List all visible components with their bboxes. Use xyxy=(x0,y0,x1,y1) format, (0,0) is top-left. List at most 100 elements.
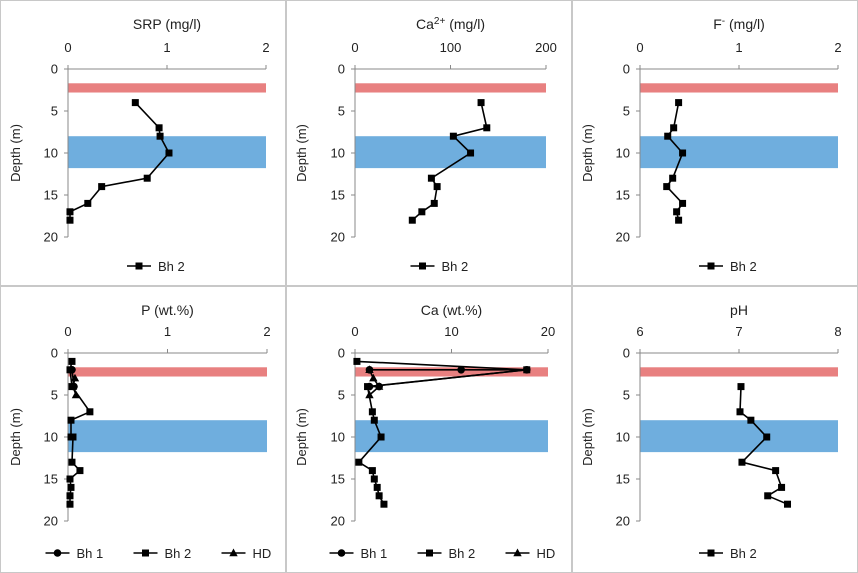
y-tick-label: 5 xyxy=(51,104,58,119)
data-point xyxy=(84,199,92,207)
legend-marker xyxy=(513,548,522,557)
blue-band xyxy=(640,136,838,169)
legend-item-bh-2: Bh 2 xyxy=(410,259,468,274)
data-point xyxy=(449,132,457,140)
red-band xyxy=(68,83,266,93)
data-point xyxy=(76,467,84,475)
y-axis-label: Depth (m) xyxy=(8,408,23,466)
data-point xyxy=(68,458,76,466)
data-point xyxy=(68,382,78,390)
data-point xyxy=(66,500,74,508)
x-tick-label: 2 xyxy=(834,40,841,55)
data-point xyxy=(155,124,163,132)
data-point xyxy=(380,500,388,508)
legend-marker xyxy=(419,262,426,270)
y-tick-label: 10 xyxy=(331,430,345,445)
x-tick-label: 1 xyxy=(735,40,742,55)
y-tick-label: 5 xyxy=(338,388,345,403)
title-main: SRP (mg/l) xyxy=(133,16,201,32)
y-tick-label: 20 xyxy=(616,230,630,245)
x-tick-label: 10 xyxy=(444,324,458,339)
legend-item-bh-2: Bh 2 xyxy=(417,546,475,561)
blue-band xyxy=(355,420,548,453)
x-tick-label: 0 xyxy=(351,40,358,55)
data-point xyxy=(86,408,94,416)
series-bh-2 xyxy=(66,99,173,224)
data-point xyxy=(418,208,426,216)
data-point xyxy=(67,416,75,424)
x-tick-label: 0 xyxy=(64,324,71,339)
y-tick-label: 5 xyxy=(51,388,58,403)
title-rest: (mg/l) xyxy=(445,16,485,32)
y-tick-label: 15 xyxy=(616,472,630,487)
data-point xyxy=(763,433,771,441)
x-tick-label: 6 xyxy=(636,324,643,339)
legend-item-bh-2: Bh 2 xyxy=(133,546,191,561)
legend-label: Bh 2 xyxy=(730,546,757,561)
series-bh-2 xyxy=(353,357,531,508)
data-point xyxy=(669,174,677,182)
y-tick-label: 5 xyxy=(338,104,345,119)
x-tick-label: 0 xyxy=(351,324,358,339)
legend-item-bh-2: Bh 2 xyxy=(699,259,757,274)
data-point xyxy=(679,149,687,157)
data-point xyxy=(457,366,465,374)
legend-marker xyxy=(337,549,346,557)
x-tick-label: 7 xyxy=(735,324,742,339)
y-tick-label: 5 xyxy=(623,388,630,403)
title-main: P (wt.%) xyxy=(141,302,194,318)
data-point xyxy=(365,390,374,399)
data-point xyxy=(675,216,683,224)
data-point xyxy=(165,149,173,157)
y-axis-label: Depth (m) xyxy=(294,408,309,466)
data-point xyxy=(408,216,416,224)
y-tick-label: 20 xyxy=(44,514,58,529)
y-tick-label: 0 xyxy=(623,62,630,77)
data-point xyxy=(68,357,76,365)
y-tick-label: 0 xyxy=(51,62,58,77)
y-tick-label: 10 xyxy=(616,430,630,445)
red-band xyxy=(355,367,548,377)
data-point xyxy=(433,183,441,191)
data-point xyxy=(737,383,745,391)
red-band xyxy=(68,367,267,377)
data-point xyxy=(355,458,363,466)
x-tick-label: 8 xyxy=(834,324,841,339)
chart-panel-6: pH 6 7 8 0 5 10 15 20 Depth (m) Bh 2 xyxy=(572,286,858,573)
data-point xyxy=(370,416,378,424)
legend-item-hd: HD xyxy=(221,546,272,561)
title-main: Ca xyxy=(416,16,434,32)
x-tick-label: 200 xyxy=(535,40,557,55)
data-point xyxy=(369,373,378,382)
legend-item-hd: HD xyxy=(505,546,556,561)
blue-band xyxy=(355,136,546,169)
legend-label: Bh 1 xyxy=(77,546,104,561)
data-point xyxy=(430,199,438,207)
y-tick-label: 20 xyxy=(331,230,345,245)
data-point xyxy=(143,174,151,182)
chart-title: SRP (mg/l) xyxy=(133,16,201,32)
data-point xyxy=(679,199,687,207)
data-point xyxy=(738,458,746,466)
y-tick-label: 15 xyxy=(616,188,630,203)
legend-item-bh-2: Bh 2 xyxy=(699,546,757,561)
data-point xyxy=(67,483,75,491)
title-main: F xyxy=(713,16,722,32)
y-tick-label: 0 xyxy=(623,346,630,361)
data-point xyxy=(736,408,744,416)
red-band xyxy=(640,367,838,377)
data-point xyxy=(66,366,74,374)
y-tick-label: 0 xyxy=(338,62,345,77)
y-tick-label: 20 xyxy=(44,230,58,245)
legend-label: HD xyxy=(253,546,272,561)
y-tick-label: 0 xyxy=(338,346,345,361)
data-point xyxy=(427,174,435,182)
y-tick-label: 0 xyxy=(51,346,58,361)
y-tick-label: 15 xyxy=(44,472,58,487)
y-tick-label: 15 xyxy=(44,188,58,203)
data-point xyxy=(675,99,683,107)
legend-label: HD xyxy=(537,546,556,561)
legend-label: Bh 2 xyxy=(730,259,757,274)
legend-marker xyxy=(229,548,238,557)
